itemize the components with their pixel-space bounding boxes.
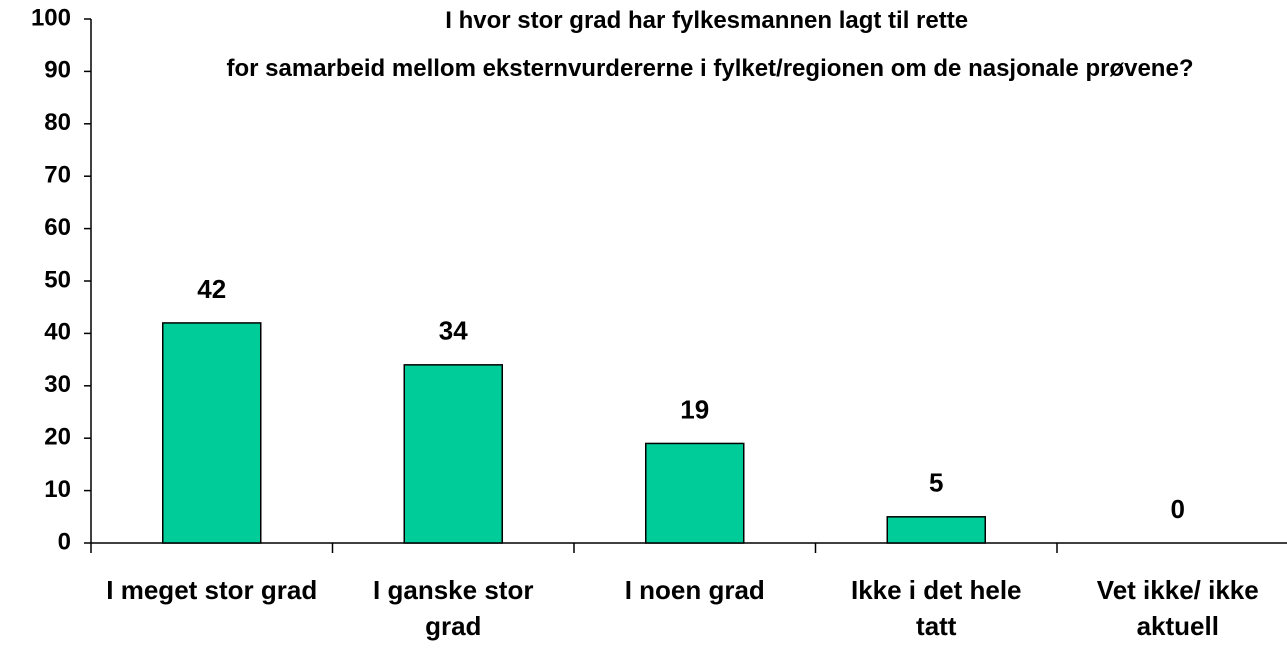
value-label: 5 bbox=[929, 468, 943, 498]
y-tick-label: 0 bbox=[58, 528, 71, 555]
x-tick-label: I noen grad bbox=[624, 575, 765, 605]
y-tick-label: 90 bbox=[44, 57, 71, 84]
bar bbox=[403, 364, 503, 544]
value-label: 19 bbox=[680, 394, 709, 424]
chart-title-line: for samarbeid mellom eksternvurdererne i… bbox=[227, 55, 1194, 82]
value-label: 34 bbox=[439, 316, 468, 346]
bar bbox=[162, 322, 262, 544]
x-tick-label: I ganske stor grad bbox=[373, 575, 534, 641]
chart-title-line: I hvor stor grad har fylkesmannen lagt t… bbox=[445, 7, 968, 34]
chart-title: I hvor stor grad har fylkesmannen lagt t… bbox=[227, 7, 1194, 82]
y-tick-label: 30 bbox=[44, 371, 71, 398]
x-tick-label: Vet ikke/ ikke aktuell bbox=[1096, 575, 1259, 641]
x-tick-label: I meget stor grad bbox=[106, 575, 318, 605]
y-tick-label: 40 bbox=[44, 319, 71, 346]
y-tick-label: 80 bbox=[44, 109, 71, 136]
value-label: 42 bbox=[197, 274, 226, 304]
y-tick-label: 70 bbox=[44, 162, 71, 189]
y-tick-label: 100 bbox=[31, 4, 71, 31]
value-label: 0 bbox=[1171, 494, 1185, 524]
bar bbox=[645, 442, 745, 544]
y-tick-label: 50 bbox=[44, 266, 71, 293]
y-tick-label: 20 bbox=[44, 424, 71, 451]
x-tick-label: Ikke i det hele tatt bbox=[850, 575, 1022, 641]
bar bbox=[886, 516, 986, 544]
y-tick-label: 60 bbox=[44, 214, 71, 241]
y-tick-label: 10 bbox=[44, 476, 71, 503]
